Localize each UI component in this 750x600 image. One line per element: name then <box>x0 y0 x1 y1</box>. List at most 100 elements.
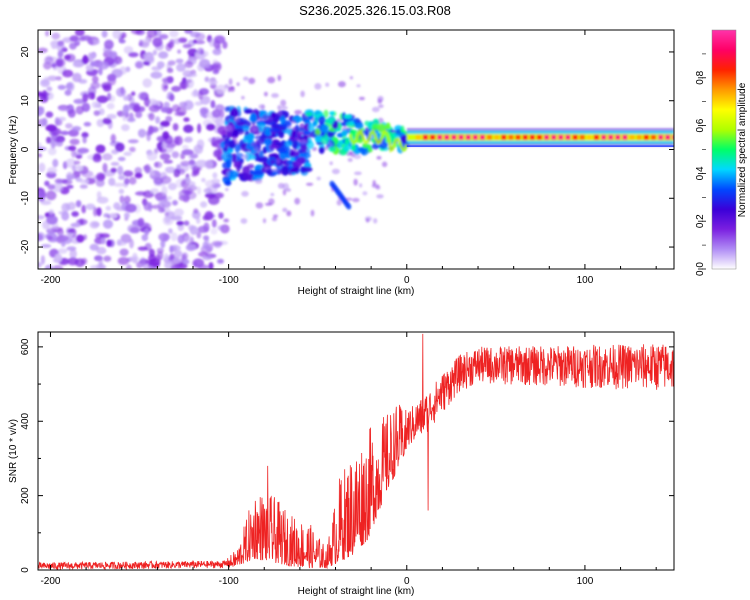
spectrogram-cell <box>91 39 100 45</box>
spectrogram-cell <box>262 218 267 224</box>
spectrogram-cell <box>40 255 46 265</box>
spectrogram-cell <box>73 160 81 166</box>
spectrogram-cell <box>163 76 173 84</box>
spectrogram-cell <box>144 97 151 107</box>
spectrogram-cell <box>71 211 79 217</box>
spectrogram-cell <box>47 75 58 82</box>
spectrogram-cell <box>329 161 333 166</box>
spectrogram-cell <box>192 165 200 175</box>
spectrogram-cell <box>400 125 405 134</box>
spectrogram-cell <box>71 148 77 158</box>
spectrogram-cell <box>66 228 76 234</box>
spectrogram-cell <box>113 182 125 187</box>
spectrogram-cell <box>79 179 89 184</box>
spectrogram-cell <box>159 200 166 206</box>
spectrogram-cell <box>232 135 237 142</box>
spectrogram-cell <box>305 112 313 117</box>
spectrogram-cell <box>197 123 202 134</box>
spectrogram-cell <box>183 124 194 133</box>
spectrogram-cell <box>183 235 194 244</box>
spectrogram-cell <box>61 178 73 185</box>
carrier-cell <box>444 134 450 140</box>
spectrogram-cell <box>201 177 206 183</box>
spectrogram-xtick-label: -100 <box>219 275 239 286</box>
colorbar-frame <box>711 29 737 270</box>
spectrogram-cell <box>159 153 171 161</box>
carrier-cell <box>508 134 514 140</box>
spectrogram-cell <box>294 110 302 115</box>
spectrogram-cell <box>320 135 329 145</box>
spectrogram-cell <box>381 161 388 168</box>
spectrogram-cell <box>71 165 77 172</box>
spectrogram-cell <box>116 241 127 246</box>
spectrogram-cell <box>148 112 155 121</box>
spectrogram-cell <box>153 104 160 110</box>
spectrogram-cell <box>90 61 98 67</box>
snr-xtick-label: 0 <box>404 576 410 587</box>
spectrogram-cell <box>241 190 249 197</box>
spectrogram-cell <box>310 209 315 217</box>
spectrogram-cell <box>226 170 239 178</box>
spectrogram-cell <box>282 183 290 190</box>
spectrogram-cell <box>166 196 173 201</box>
spectrogram-cell <box>314 83 322 90</box>
spectrogram-cell <box>125 104 134 111</box>
carrier-cell <box>465 134 471 140</box>
spectrogram-cell <box>82 136 87 144</box>
spectrogram-cell <box>92 154 102 163</box>
spectrogram-cell <box>47 235 53 240</box>
spectrogram-cell <box>277 105 282 111</box>
carrier-cell <box>672 134 674 140</box>
spectrogram-cell <box>129 226 139 234</box>
spectrogram-cell <box>362 191 368 196</box>
spectrogram-cell <box>217 225 226 231</box>
spectrogram-cell <box>82 93 89 103</box>
spectrogram-ylabel: Frequency (Hz) <box>8 116 19 185</box>
spectrogram-cell <box>328 146 337 152</box>
spectrogram-cell <box>93 206 98 217</box>
spectrogram-cell <box>144 164 151 174</box>
spectrogram-cell <box>152 37 163 48</box>
carrier-cell <box>429 134 436 140</box>
spectrogram-cell <box>371 106 380 113</box>
spectrogram-cell <box>135 111 143 119</box>
spectrogram-cell <box>318 115 326 125</box>
spectrogram-cell <box>148 125 154 135</box>
spectrogram-cell <box>314 128 322 136</box>
spectrogram-cell <box>81 170 94 178</box>
spectrogram-cell <box>228 78 233 86</box>
carrier-cell <box>601 134 607 140</box>
spectrogram-cell <box>282 188 287 196</box>
spectrogram-cell <box>40 200 52 206</box>
spectrogram-cell <box>241 95 245 100</box>
spectrogram-cell <box>171 85 182 92</box>
spectrogram-cell <box>137 246 148 251</box>
spectrogram-cell <box>45 124 57 132</box>
colorbar-tick-label: 0.2 <box>695 214 706 228</box>
spectrogram-cell <box>169 39 175 45</box>
spectrogram-cell <box>109 213 118 219</box>
spectrogram-cell <box>236 82 240 87</box>
spectrogram-cell <box>157 207 165 213</box>
spectrogram-cell <box>144 227 150 236</box>
spectrogram-cell <box>235 116 241 123</box>
snr-ytick-label: 400 <box>20 412 31 429</box>
spectrogram-cell <box>204 76 210 83</box>
spectrogram-cell <box>194 101 203 106</box>
spectrogram-cell <box>172 200 178 206</box>
spectrogram-cell <box>38 162 46 173</box>
spectrogram-cell <box>279 153 287 160</box>
spectrogram-cell <box>118 39 126 44</box>
spectrogram-cell <box>204 211 214 221</box>
carrier-cell <box>472 134 478 140</box>
spectrogram-cell <box>38 233 44 242</box>
colorbar-label: Normalized spectral amplitude <box>737 82 748 217</box>
spectrogram-cell <box>295 160 302 167</box>
spectrogram-cell <box>132 252 138 261</box>
spectrogram-cell <box>371 123 379 131</box>
spectrogram-cell <box>233 161 242 168</box>
spectrogram-cell <box>43 76 49 85</box>
spectrogram-cell <box>106 113 117 120</box>
spectrogram-cell <box>225 179 231 187</box>
spectrogram-cell <box>252 169 264 176</box>
